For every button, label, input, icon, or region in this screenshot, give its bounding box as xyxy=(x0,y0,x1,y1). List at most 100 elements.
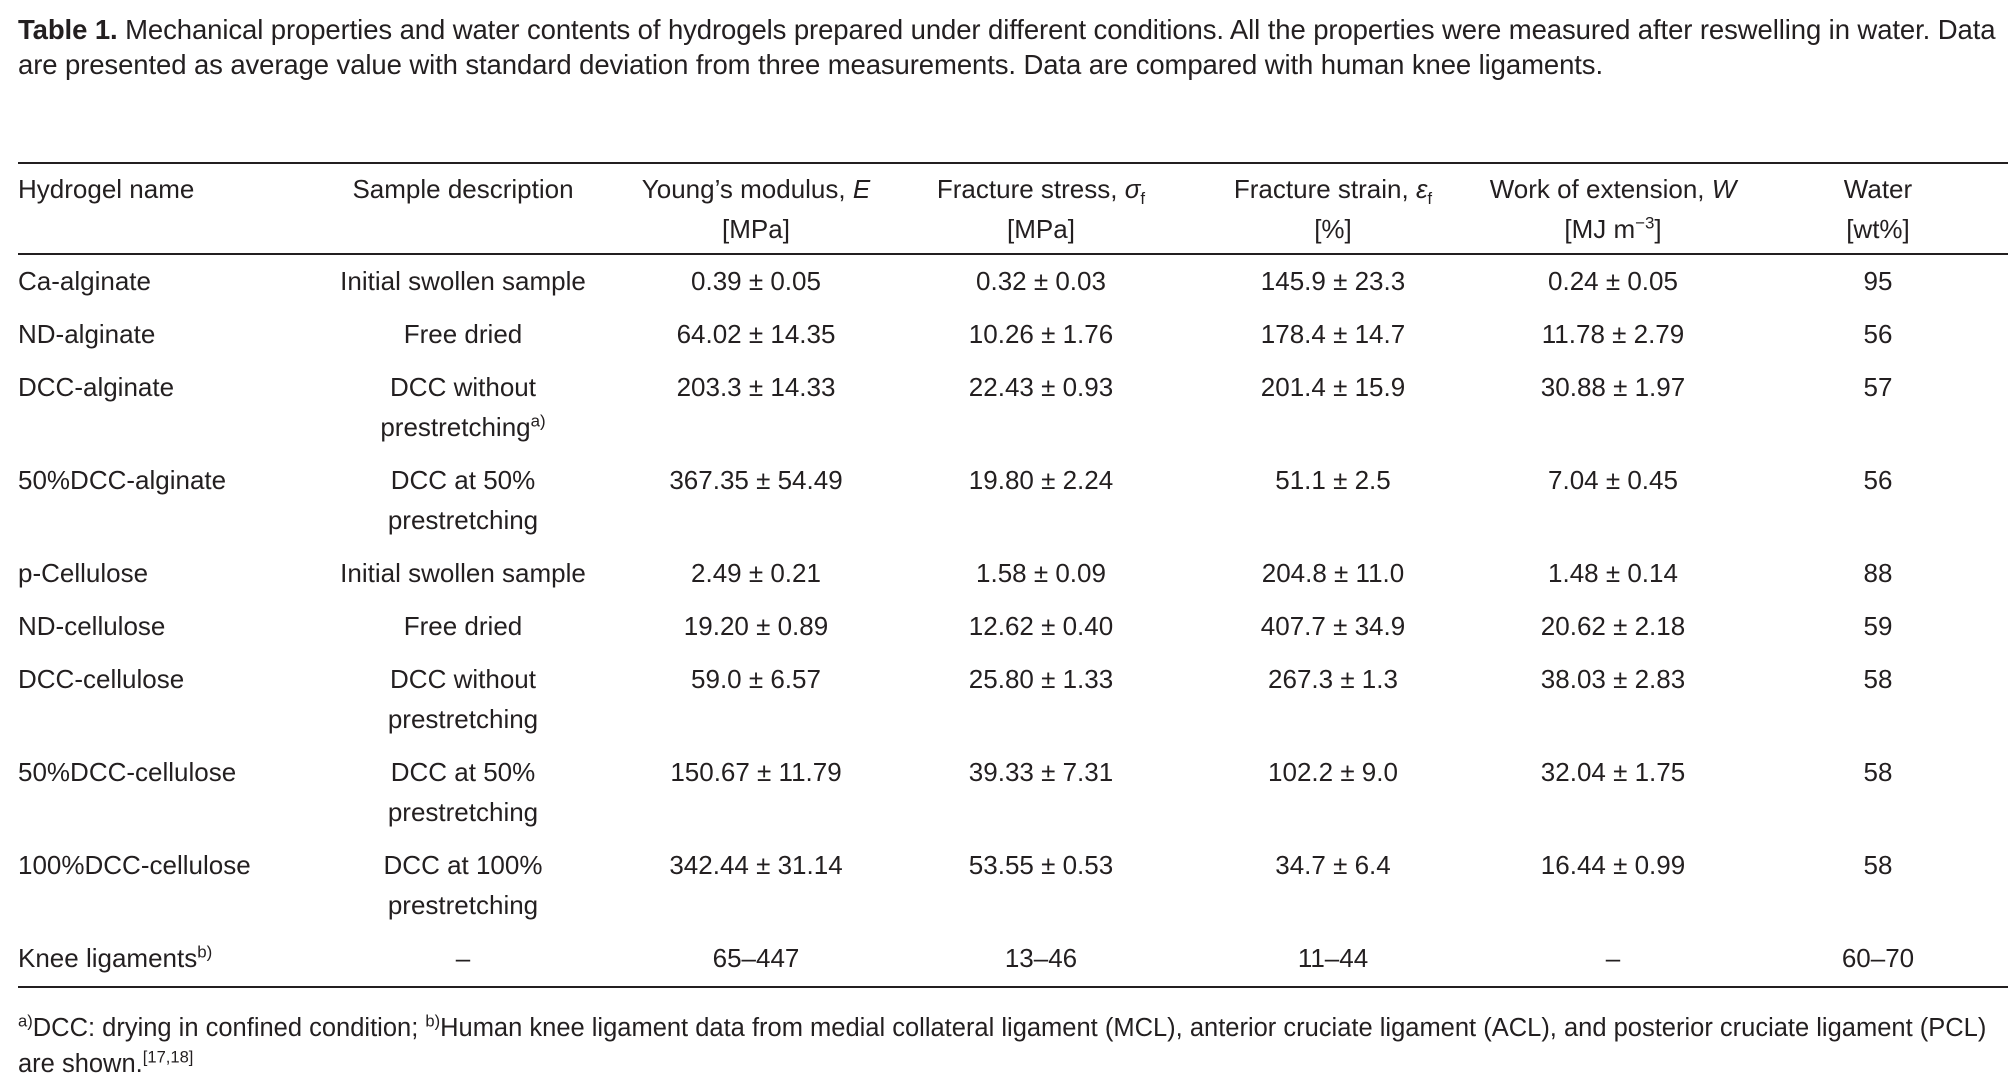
col-header-fracture-stress: Fracture stress, σf [MPa] xyxy=(936,174,1146,244)
cell-work-of-extension: 32.04 ± 1.75 xyxy=(1540,757,1686,787)
table-row: 100%DCC-cellulose DCC at 100% prestretchi… xyxy=(18,845,2008,938)
cell-sample-description: DCC at 50% prestretching xyxy=(387,757,539,827)
cell-hydrogel-name: ND-cellulose xyxy=(18,611,166,641)
work-of-extension-unit: [MJ m−3] xyxy=(1564,213,1662,244)
cell-hydrogel-name: 50%DCC-cellulose xyxy=(18,757,237,787)
cell-hydrogel-name: p-Cellulose xyxy=(18,558,149,588)
cell-fracture-strain: 145.9 ± 23.3 xyxy=(1260,266,1406,296)
cell-work-of-extension: – xyxy=(1605,943,1621,973)
footnote-a-text: DCC: drying in confined condition; xyxy=(32,1014,426,1042)
table-footnote: a)DCC: drying in confined condition; b)H… xyxy=(18,1010,2008,1082)
table-body: Ca-alginate Initial swollen sample 0.39 … xyxy=(18,258,2008,991)
cell-fracture-stress: 12.62 ± 0.40 xyxy=(968,611,1114,641)
cell-fracture-stress: 10.26 ± 1.76 xyxy=(968,319,1114,349)
top-rule xyxy=(18,162,2008,164)
cell-water: 60–70 xyxy=(1841,943,1915,973)
table-header: Hydrogel name Sample description Young’s… xyxy=(18,164,2008,258)
cell-hydrogel-name: DCC-alginate xyxy=(18,372,175,402)
cell-work-of-extension: 38.03 ± 2.83 xyxy=(1540,664,1686,694)
cell-youngs-modulus: 19.20 ± 0.89 xyxy=(683,611,829,641)
cell-youngs-modulus: 367.35 ± 54.49 xyxy=(669,465,843,495)
col-header-hydrogel-name: Hydrogel name xyxy=(18,174,195,204)
cell-water: 58 xyxy=(1863,664,1893,694)
footnote-b-text: Human knee ligament data from medial col… xyxy=(18,1014,1987,1078)
col-header-fracture-strain: Fracture strain, εf [%] xyxy=(1233,174,1433,244)
table-row: DCC-alginate DCC without prestretchinga) … xyxy=(18,367,2008,460)
cell-work-of-extension: 7.04 ± 0.45 xyxy=(1548,465,1678,495)
cell-work-of-extension: 11.78 ± 2.79 xyxy=(1541,319,1685,349)
cell-water: 59 xyxy=(1863,611,1893,641)
cell-sample-description: Free dried xyxy=(403,611,523,641)
cell-youngs-modulus: 203.3 ± 14.33 xyxy=(676,372,836,402)
table-row: Knee ligamentsb) – 65–447 13–46 11–44 – … xyxy=(18,938,2008,991)
cell-water: 58 xyxy=(1863,850,1893,880)
cell-sample-description: Initial swollen sample xyxy=(340,558,586,588)
cell-water: 88 xyxy=(1863,558,1893,588)
cell-fracture-strain: 102.2 ± 9.0 xyxy=(1268,757,1398,787)
cell-sample-description: DCC at 100% prestretching xyxy=(383,850,543,920)
col-header-work-of-extension: Work of extension, W [MJ m−3] xyxy=(1489,174,1737,244)
cell-sample-description: – xyxy=(455,943,471,973)
cell-fracture-stress: 53.55 ± 0.53 xyxy=(968,850,1114,880)
table-row: p-Cellulose Initial swollen sample 2.49 … xyxy=(18,553,2008,606)
cell-fracture-stress: 13–46 xyxy=(1004,943,1078,973)
footnote-a-marker: a) xyxy=(18,1011,33,1031)
cell-fracture-stress: 25.80 ± 1.33 xyxy=(968,664,1114,694)
cell-work-of-extension: 20.62 ± 2.18 xyxy=(1540,611,1686,641)
caption-text: Mechanical properties and water contents… xyxy=(18,14,1996,80)
cell-work-of-extension: 16.44 ± 0.99 xyxy=(1540,850,1686,880)
properties-table: Hydrogel name Sample description Young’s… xyxy=(18,164,2008,991)
col-header-water: Water [wt%] xyxy=(1843,174,1913,244)
cell-youngs-modulus: 342.44 ± 31.14 xyxy=(669,850,843,880)
table-row: DCC-cellulose DCC without prestretching 5… xyxy=(18,659,2008,752)
reference-citation: [17,18] xyxy=(142,1047,194,1067)
bottom-rule xyxy=(18,986,2008,988)
cell-hydrogel-name: 50%DCC-alginate xyxy=(18,465,227,495)
cell-hydrogel-name: ND-alginate xyxy=(18,319,156,349)
water-unit: [wt%] xyxy=(1846,214,1910,244)
cell-fracture-stress: 19.80 ± 2.24 xyxy=(968,465,1114,495)
cell-youngs-modulus: 64.02 ± 14.35 xyxy=(676,319,836,349)
cell-work-of-extension: 30.88 ± 1.97 xyxy=(1540,372,1686,402)
cell-fracture-stress: 1.58 ± 0.09 xyxy=(976,558,1106,588)
youngs-modulus-unit: [MPa] xyxy=(722,214,790,244)
cell-water: 57 xyxy=(1863,372,1893,402)
header-rule xyxy=(18,253,2008,255)
header-row: Hydrogel name Sample description Young’s… xyxy=(18,164,2008,258)
cell-youngs-modulus: 59.0 ± 6.57 xyxy=(691,664,821,694)
cell-water: 56 xyxy=(1863,465,1893,495)
cell-work-of-extension: 0.24 ± 0.05 xyxy=(1548,266,1678,296)
footnote-b-marker: b) xyxy=(425,1011,441,1031)
fracture-strain-unit: [%] xyxy=(1314,214,1352,244)
cell-sample-description: Free dried xyxy=(403,319,523,349)
cell-fracture-strain: 178.4 ± 14.7 xyxy=(1260,319,1406,349)
table-row: ND-cellulose Free dried 19.20 ± 0.89 12.… xyxy=(18,606,2008,659)
cell-youngs-modulus: 2.49 ± 0.21 xyxy=(691,558,821,588)
table-caption: Table 1. Mechanical properties and water… xyxy=(18,12,2008,82)
cell-fracture-strain: 11–44 xyxy=(1297,943,1369,973)
cell-fracture-strain: 407.7 ± 34.9 xyxy=(1260,611,1406,641)
cell-youngs-modulus: 65–447 xyxy=(712,943,800,973)
cell-fracture-strain: 204.8 ± 11.0 xyxy=(1261,558,1405,588)
cell-fracture-strain: 34.7 ± 6.4 xyxy=(1275,850,1391,880)
col-header-youngs-modulus: Young’s modulus, E [MPa] xyxy=(641,174,871,244)
cell-water: 56 xyxy=(1863,319,1893,349)
cell-fracture-stress: 39.33 ± 7.31 xyxy=(968,757,1114,787)
cell-sample-description: Initial swollen sample xyxy=(340,266,586,296)
table-row: Ca-alginate Initial swollen sample 0.39 … xyxy=(18,258,2008,314)
table-row: ND-alginate Free dried 64.02 ± 14.35 10.… xyxy=(18,314,2008,367)
cell-hydrogel-name: DCC-cellulose xyxy=(18,664,185,694)
cell-sample-description: DCC at 50% prestretching xyxy=(387,465,539,535)
cell-hydrogel-name: 100%DCC-cellulose xyxy=(18,850,251,880)
cell-water: 95 xyxy=(1863,266,1893,296)
col-header-sample-description: Sample description xyxy=(352,174,574,204)
cell-fracture-strain: 201.4 ± 15.9 xyxy=(1260,372,1406,402)
cell-fracture-strain: 267.3 ± 1.3 xyxy=(1268,664,1398,694)
cell-fracture-stress: 0.32 ± 0.03 xyxy=(976,266,1106,296)
table-row: 50%DCC-alginate DCC at 50% prestretching … xyxy=(18,460,2008,553)
table-row: 50%DCC-cellulose DCC at 50% prestretching… xyxy=(18,752,2008,845)
cell-sample-description: DCC without prestretchinga) xyxy=(380,372,546,442)
cell-work-of-extension: 1.48 ± 0.14 xyxy=(1548,558,1678,588)
cell-sample-description: DCC without prestretching xyxy=(387,664,539,734)
cell-water: 58 xyxy=(1863,757,1893,787)
